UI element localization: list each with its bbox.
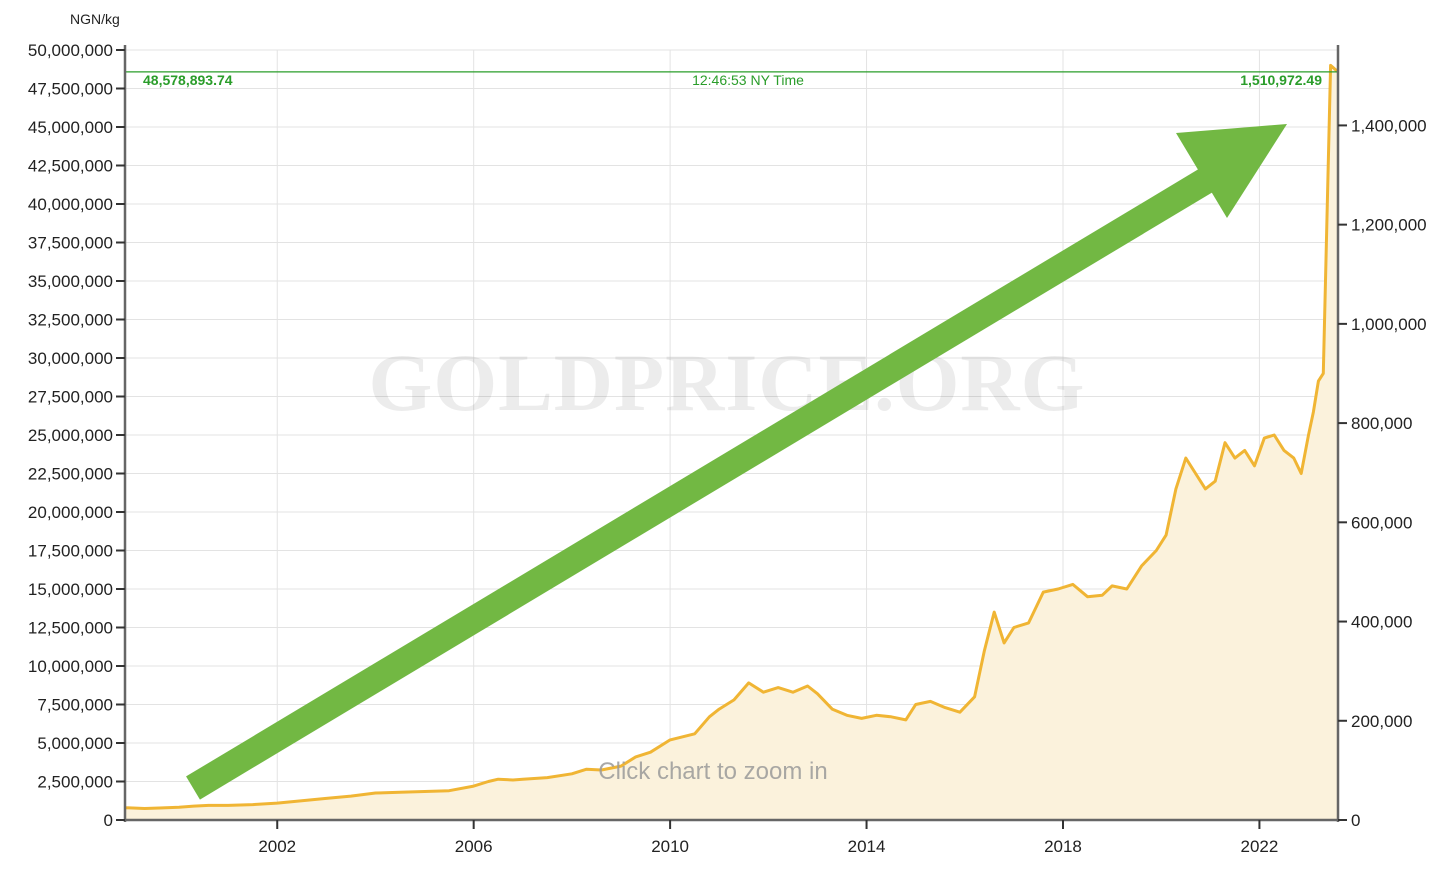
x-axis: 2002 2006 2010 2014 2018 2022 [258, 820, 1278, 856]
left-tick-label: 20,000,000 [28, 503, 113, 522]
chart-grid [125, 49, 1338, 821]
x-tick-label: 2010 [651, 837, 689, 856]
left-tick-label: 32,500,000 [28, 311, 113, 330]
right-tick-label: 800,000 [1351, 414, 1412, 433]
left-tick-label: 2,500,000 [37, 773, 113, 792]
left-tick-label: 37,500,000 [28, 234, 113, 253]
current-price-right: 1,510,972.49 [1240, 72, 1322, 88]
price-line [124, 63, 1339, 810]
chart-axes [123, 45, 1340, 822]
right-tick-label: 1,000,000 [1351, 315, 1427, 334]
current-time: 12:46:53 NY Time [692, 72, 804, 88]
right-tick-label: 600,000 [1351, 513, 1412, 532]
left-tick-label: 7,500,000 [37, 696, 113, 715]
right-tick-label: 0 [1351, 811, 1360, 830]
left-tick-label: 27,500,000 [28, 388, 113, 407]
left-tick-label: 45,000,000 [28, 118, 113, 137]
left-tick-label: 15,000,000 [28, 580, 113, 599]
right-tick-label: 1,400,000 [1351, 116, 1427, 135]
right-axis: 0 200,000 400,000 600,000 800,000 1,000,000 1,… [1338, 116, 1427, 830]
right-tick-label: 1,200,000 [1351, 216, 1427, 235]
current-price-left: 48,578,893.74 [143, 72, 233, 88]
left-tick-label: 0 [104, 811, 113, 830]
left-tick-label: 50,000,000 [28, 41, 113, 60]
left-tick-label: 40,000,000 [28, 195, 113, 214]
left-tick-label: 47,500,000 [28, 80, 113, 99]
left-tick-label: 30,000,000 [28, 349, 113, 368]
left-tick-label: 22,500,000 [28, 465, 113, 484]
watermark: GOLDPRICE.ORG [369, 337, 1086, 428]
right-tick-label: 400,000 [1351, 613, 1412, 632]
x-tick-label: 2014 [848, 837, 886, 856]
left-tick-label: 35,000,000 [28, 272, 113, 291]
right-tick-label: 200,000 [1351, 712, 1412, 731]
trend-arrow-shaft [186, 166, 1217, 800]
left-axis: 0 2,500,000 5,000,000 7,500,000 10,000,000 12… [28, 41, 125, 830]
left-tick-label: 42,500,000 [28, 157, 113, 176]
x-tick-label: 2018 [1044, 837, 1082, 856]
left-tick-label: 10,000,000 [28, 657, 113, 676]
trend-arrow [186, 124, 1287, 800]
left-tick-label: 5,000,000 [37, 734, 113, 753]
x-tick-label: 2006 [455, 837, 493, 856]
unit-label: NGN/kg [70, 11, 120, 27]
zoom-hint: Click chart to zoom in [598, 758, 827, 785]
left-tick-label: 12,500,000 [28, 619, 113, 638]
price-area-fill [125, 65, 1338, 820]
x-tick-label: 2022 [1241, 837, 1279, 856]
x-tick-label: 2002 [258, 837, 296, 856]
left-tick-label: 17,500,000 [28, 542, 113, 561]
left-tick-label: 25,000,000 [28, 426, 113, 445]
trend-arrow-head [1176, 124, 1287, 218]
